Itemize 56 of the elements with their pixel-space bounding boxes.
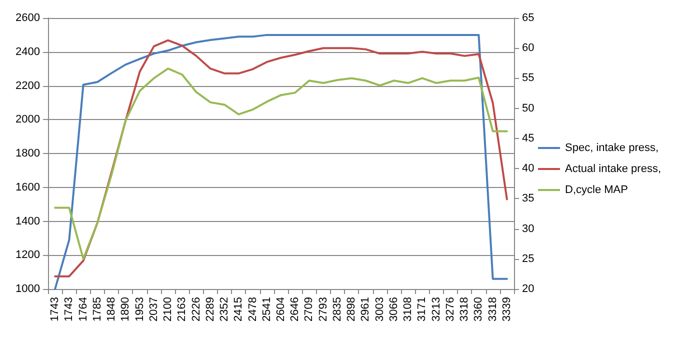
x-tick-label: 1890 [120, 297, 132, 322]
line-series [54, 68, 508, 260]
x-tick-label: 2163 [176, 297, 188, 322]
y-tick-label: 2600 [16, 12, 40, 24]
y-tick-label: 1600 [16, 181, 40, 194]
x-tick-label: 2541 [260, 297, 273, 322]
x-tick-label: 1785 [91, 297, 104, 322]
x-tick-label: 2646 [289, 297, 302, 322]
x-tick-label: 3360 [472, 297, 485, 322]
x-tick-label: 3339 [500, 297, 513, 322]
x-tick-label: 1743 [63, 297, 76, 322]
y-tick-label: 1800 [16, 148, 40, 160]
x-tick-label: 3213 [430, 297, 442, 322]
x-tick-label: 3318 [486, 297, 499, 322]
y-tick-label: 2400 [16, 46, 40, 58]
legend-label: D,cycle MAP [565, 184, 628, 196]
x-tick-label: 1953 [134, 297, 146, 322]
y2-tick-label: 55 [522, 72, 534, 84]
y2-tick-label: 25 [522, 252, 534, 265]
y2-tick-label: 30 [522, 222, 534, 235]
x-tick-label: 2835 [331, 297, 344, 322]
x-tick-label: 3318 [458, 297, 471, 322]
legend-label: Actual intake press, [565, 163, 662, 175]
x-tick-label: 2709 [303, 297, 316, 322]
x-tick-label: 1743 [49, 297, 62, 322]
y2-tick-label: 60 [522, 42, 534, 54]
x-tick-label: 3066 [388, 297, 400, 322]
y-tick-label: 2200 [16, 80, 40, 92]
x-tick-label: 2898 [346, 297, 358, 322]
x-tick-label: 2793 [317, 297, 330, 322]
y2-tick-label: 40 [522, 162, 534, 175]
y2-tick-label: 20 [522, 283, 534, 295]
x-tick-label: 2478 [246, 297, 259, 322]
x-tick-label: 1764 [77, 297, 90, 322]
x-tick-label: 3003 [374, 297, 386, 322]
x-tick-label: 2226 [190, 297, 202, 322]
y2-tick-label: 35 [522, 192, 534, 205]
x-tick-label: 3276 [444, 297, 456, 322]
y-tick-label: 1200 [16, 249, 40, 262]
y2-tick-label: 65 [522, 12, 534, 24]
x-tick-label: 2100 [162, 297, 174, 322]
x-tick-label: 3171 [416, 297, 428, 322]
x-tick-label: 1848 [106, 297, 118, 322]
x-tick-label: 2961 [360, 297, 372, 322]
legend-label: Spec, intake press, [565, 142, 659, 154]
y-tick-label: 1400 [16, 215, 40, 228]
x-tick-label: 3108 [402, 297, 414, 322]
x-tick-label: 2289 [204, 297, 216, 322]
x-tick-label: 2352 [218, 297, 231, 322]
x-tick-label: 2037 [148, 297, 160, 322]
y-tick-label: 2000 [16, 114, 40, 126]
x-tick-label: 2415 [232, 297, 245, 322]
y-tick-label: 1000 [16, 283, 40, 295]
x-tick-label: 2604 [275, 297, 287, 322]
y2-tick-label: 50 [522, 102, 534, 114]
y2-tick-label: 45 [522, 132, 534, 144]
